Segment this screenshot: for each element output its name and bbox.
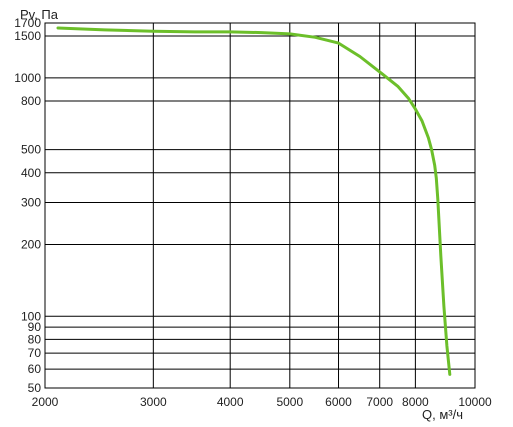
y-tick-label: 100 (21, 309, 41, 323)
x-tick-label: 5000 (276, 395, 303, 409)
y-tick-label: 400 (21, 166, 41, 180)
series-layer (56, 26, 452, 376)
y-tick-label: 800 (21, 94, 41, 108)
pressure-curve-line (56, 26, 452, 376)
plot-frame (44, 22, 476, 389)
x-tick-labels: 2000 3000 4000 5000 6000 7000 8000 10000 (32, 395, 492, 409)
y-tick-label: 1000 (14, 71, 41, 85)
x-tick-label: 7000 (366, 395, 393, 409)
x-tick-label: 4000 (217, 395, 244, 409)
y-tick-label: 200 (21, 238, 41, 252)
x-tick-label: 8000 (402, 395, 429, 409)
y-tick-label: 70 (28, 346, 42, 360)
y-tick-label: 80 (28, 332, 42, 346)
y-tick-label: 1700 (14, 16, 41, 30)
y-tick-label: 60 (28, 362, 42, 376)
grid (45, 23, 475, 388)
y-tick-label: 500 (21, 143, 41, 157)
x-tick-label: 6000 (325, 395, 352, 409)
x-tick-label: 10000 (458, 395, 492, 409)
x-tick-label: 2000 (32, 395, 59, 409)
y-tick-label: 1500 (14, 29, 41, 43)
y-tick-label: 90 (28, 320, 42, 334)
y-axis-title: Pv, Па (20, 7, 59, 22)
y-tick-label: 300 (21, 196, 41, 210)
y-tick-label: 50 (28, 381, 42, 395)
x-axis-title: Q, м³/ч (422, 407, 463, 422)
x-tick-label: 3000 (140, 395, 167, 409)
